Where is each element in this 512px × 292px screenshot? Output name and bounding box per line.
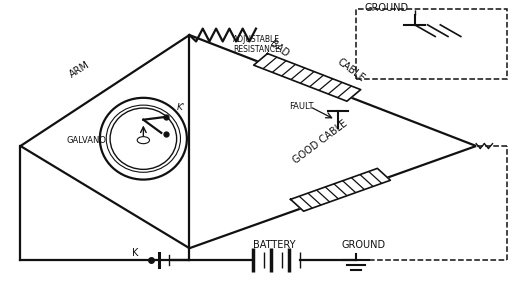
Text: BAD: BAD bbox=[268, 38, 290, 59]
Text: K: K bbox=[133, 248, 139, 258]
Text: ADJUSTABLE
RESISTANCE: ADJUSTABLE RESISTANCE bbox=[233, 35, 280, 54]
Text: BATTERY: BATTERY bbox=[252, 240, 295, 250]
Ellipse shape bbox=[100, 98, 187, 180]
Bar bbox=[356, 9, 507, 79]
Polygon shape bbox=[290, 168, 391, 211]
Polygon shape bbox=[254, 53, 360, 101]
Text: CABLE: CABLE bbox=[335, 57, 367, 84]
Text: GROUND: GROUND bbox=[342, 240, 386, 250]
Ellipse shape bbox=[110, 108, 177, 169]
Text: GALVANOMETER: GALVANOMETER bbox=[67, 136, 135, 145]
Circle shape bbox=[137, 137, 150, 144]
Text: GROUND: GROUND bbox=[365, 3, 409, 13]
Text: ARM: ARM bbox=[68, 59, 91, 79]
Text: K': K' bbox=[177, 103, 185, 112]
Text: GOOD CABLE: GOOD CABLE bbox=[291, 118, 349, 166]
Ellipse shape bbox=[106, 105, 181, 172]
Text: FAULT: FAULT bbox=[289, 102, 314, 111]
